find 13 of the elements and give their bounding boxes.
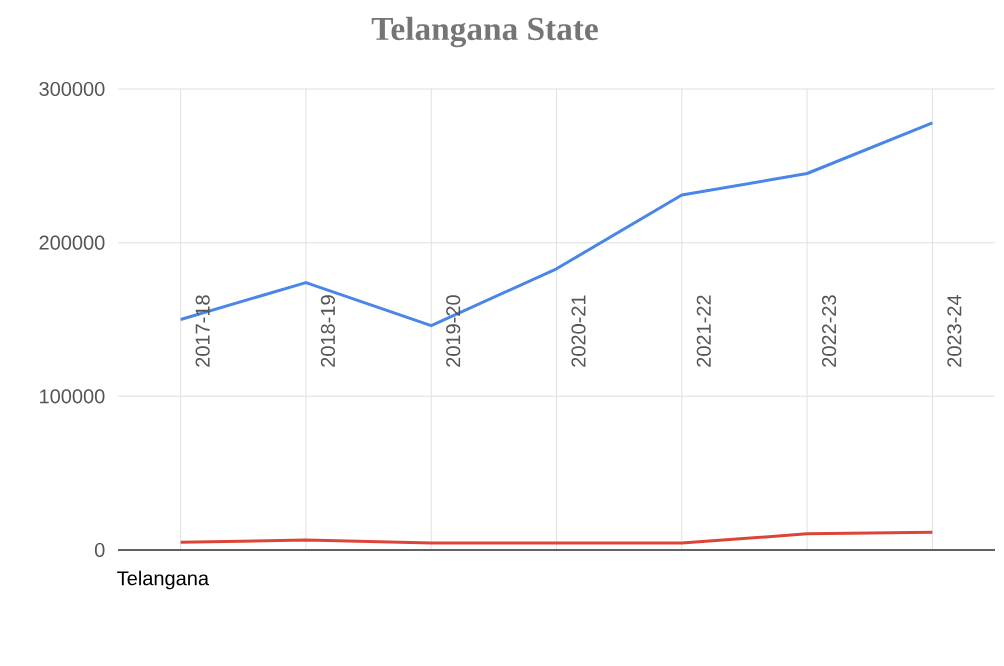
x-tick-label: 2017-18 xyxy=(195,295,210,367)
x-tick-label: 2021-22 xyxy=(696,295,711,367)
y-tick-label: 0 xyxy=(94,542,105,558)
x-tick-label: 2020-21 xyxy=(571,295,586,367)
x-tick-label: 2018-19 xyxy=(320,295,335,367)
x-tick-label: 2023-24 xyxy=(947,294,962,367)
y-tick-label: 300000 xyxy=(39,81,105,97)
y-tick-label: 200000 xyxy=(39,235,105,250)
x-tick-label: 2019-20 xyxy=(446,295,461,367)
x-tick-label: 2022-23 xyxy=(821,295,837,367)
chart-title: Telangana State xyxy=(371,16,598,48)
y-tick-label: 100000 xyxy=(40,389,105,404)
text: Telangana xyxy=(117,570,210,590)
